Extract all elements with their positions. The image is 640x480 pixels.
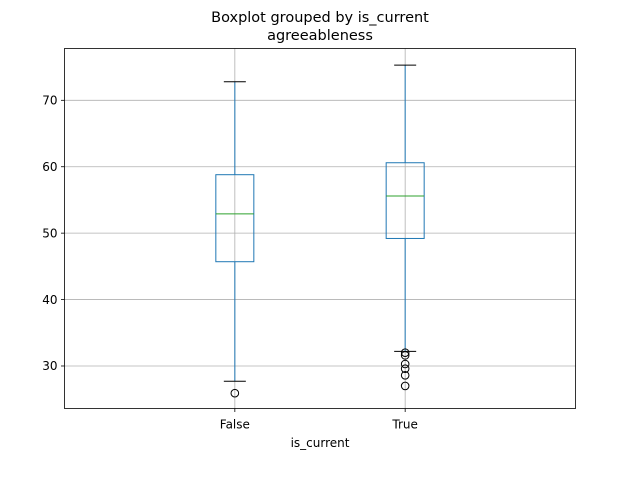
chart-title: Boxplot grouped by is_current	[211, 10, 429, 26]
x-tick-label: False	[220, 418, 250, 432]
outlier-point	[400, 359, 410, 369]
plot-frame	[64, 48, 576, 409]
outlier-point	[400, 381, 410, 391]
y-tick-label: 40	[42, 293, 57, 307]
outlier-point	[400, 364, 410, 373]
outlier-point	[400, 370, 410, 380]
box-group-true	[385, 64, 425, 391]
data-layer	[215, 64, 425, 398]
y-tick-label: 70	[42, 94, 57, 108]
x-tick-label: True	[391, 418, 418, 432]
y-tick-label: 60	[42, 160, 57, 174]
x-axis-label: is_current	[291, 436, 350, 450]
outlier-point	[400, 348, 410, 358]
iqr-box	[385, 162, 425, 239]
iqr-box	[215, 174, 255, 263]
tick-layer: 30 40 50 60 70 False True	[42, 94, 418, 432]
y-tick-label: 30	[42, 359, 57, 373]
grid-layer	[64, 48, 576, 409]
chart-subtitle: agreeableness	[267, 28, 373, 44]
outlier-point	[400, 351, 410, 360]
outlier-point	[230, 388, 240, 398]
box-group-false	[215, 81, 255, 398]
y-tick-label: 50	[42, 226, 57, 240]
